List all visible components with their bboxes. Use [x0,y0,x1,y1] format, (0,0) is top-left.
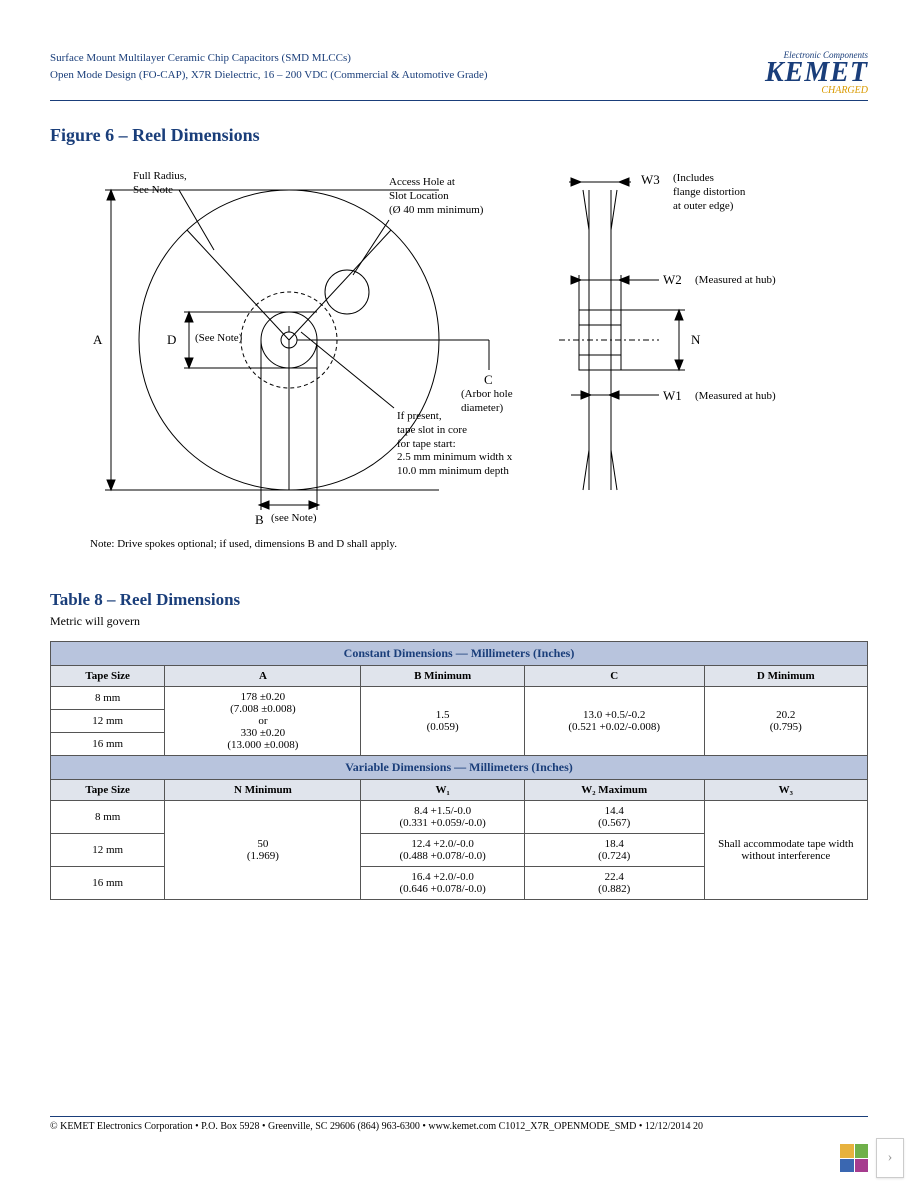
label-w3-note: (Includesflange distortionat outer edge) [673,172,745,213]
label-c: C [484,372,493,388]
page-footer: © KEMET Electronics Corporation • P.O. B… [50,1116,868,1132]
val-w2-1: 18.4(0.724) [524,834,704,867]
header-product-lines: Surface Mount Multilayer Ceramic Chip Ca… [50,50,488,83]
label-d: D [167,332,176,348]
label-w2-note: (Measured at hub) [695,274,776,288]
label-tape-slot: If present,tape slot in corefor tape sta… [397,410,512,479]
tape-12: 12 mm [51,710,165,733]
val-w2-2: 22.4(0.882) [524,867,704,900]
val-d: 20.2(0.795) [704,687,867,756]
label-w1-note: (Measured at hub) [695,390,776,404]
val-n: 50(1.969) [165,801,361,900]
pager: › [840,1138,904,1178]
label-b-note: (see Note) [271,512,317,526]
reel-diagram: Full Radius,See Note Access Hole atSlot … [59,160,859,530]
col2-w2: W₂ Maximum [524,780,704,801]
label-access-hole: Access Hole atSlot Location(Ø 40 mm mini… [389,176,483,217]
figure-title: Figure 6 – Reel Dimensions [50,125,868,146]
tape-8: 8 mm [51,687,165,710]
label-a: A [93,332,102,348]
val-c: 13.0 +0.5/-0.2(0.521 +0.02/-0.008) [524,687,704,756]
label-d-note: (See Note) [195,332,242,346]
col-tape: Tape Size [51,666,165,687]
table-title: Table 8 – Reel Dimensions [50,590,868,610]
header-line1: Surface Mount Multilayer Ceramic Chip Ca… [50,50,488,67]
reel-dimensions-table: Constant Dimensions — Millimeters (Inche… [50,641,868,900]
col2-n: N Minimum [165,780,361,801]
col2-w1: W₁ [361,780,524,801]
logo-main-text: KEMET [765,60,868,85]
kemet-logo: Electronic Components KEMET CHARGED [765,50,868,96]
col-b: B Minimum [361,666,524,687]
tape-16: 16 mm [51,733,165,756]
label-w1: W1 [663,388,682,404]
val-b: 1.5(0.059) [361,687,524,756]
band-constant: Constant Dimensions — Millimeters (Inche… [51,642,868,666]
table-subtitle: Metric will govern [50,614,868,629]
label-b: B [255,512,264,528]
val-w3: Shall accommodate tape width without int… [704,801,867,900]
label-w3: W3 [641,172,660,188]
val-w1-2: 16.4 +2.0/-0.0(0.646 +0.078/-0.0) [361,867,524,900]
col2-tape: Tape Size [51,780,165,801]
v-tape-12: 12 mm [51,834,165,867]
label-w2: W2 [663,272,682,288]
val-w1-1: 12.4 +2.0/-0.0(0.488 +0.078/-0.0) [361,834,524,867]
v-tape-8: 8 mm [51,801,165,834]
val-w2-0: 14.4(0.567) [524,801,704,834]
col2-w3: W₃ [704,780,867,801]
next-page-button[interactable]: › [876,1138,904,1178]
val-a: 178 ±0.20(7.008 ±0.008)or330 ±0.20(13.00… [165,687,361,756]
col-c: C [524,666,704,687]
val-w1-0: 8.4 +1.5/-0.0(0.331 +0.059/-0.0) [361,801,524,834]
pager-logo-icon [840,1144,868,1172]
figure-note: Note: Drive spokes optional; if used, di… [90,538,868,550]
header-line2: Open Mode Design (FO-CAP), X7R Dielectri… [50,67,488,84]
page-header: Surface Mount Multilayer Ceramic Chip Ca… [50,50,868,101]
band-variable: Variable Dimensions — Millimeters (Inche… [51,756,868,780]
label-n: N [691,332,700,348]
v-tape-16: 16 mm [51,867,165,900]
col-d: D Minimum [704,666,867,687]
col-a: A [165,666,361,687]
label-full-radius: Full Radius,See Note [133,170,187,198]
